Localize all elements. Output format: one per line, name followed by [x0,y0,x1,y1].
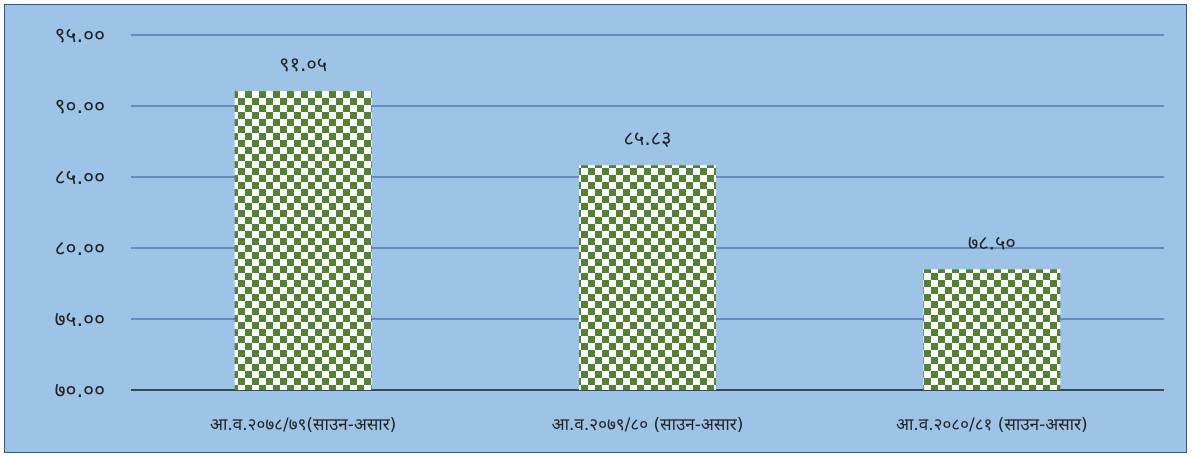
y-tick-label: ९५.०० [55,23,105,47]
data-label: ९१.०५ [279,52,327,76]
x-axis: आ.व.२०७८/७९(साउन-असार) आ.व.२०७९/८० (साउन-… [210,415,1088,435]
y-tick-label: ७५.०० [55,307,105,331]
y-tick-label: ७०.०० [55,378,105,402]
bar [234,91,372,390]
data-label: ७८.५० [968,230,1016,254]
bar [923,269,1061,390]
x-tick-label: आ.व.२०८०/८१ (साउन-असार) [896,415,1088,435]
data-label: ८५.८३ [624,126,672,150]
x-tick-label: आ.व.२०७९/८० (साउन-असार) [552,415,744,435]
y-tick-label: ८०.०० [55,236,105,260]
bars [234,91,1061,390]
x-tick-label: आ.व.२०७८/७९(साउन-असार) [210,415,396,435]
y-tick-label: ८५.०० [55,165,105,189]
y-tick-label: ९०.०० [55,94,105,118]
y-axis: ७०.०० ७५.०० ८०.०० ८५.०० ९०.०० ९५.०० [55,23,105,402]
bar [579,165,716,390]
data-labels: ९१.०५ ८५.८३ ७८.५० [279,52,1016,254]
